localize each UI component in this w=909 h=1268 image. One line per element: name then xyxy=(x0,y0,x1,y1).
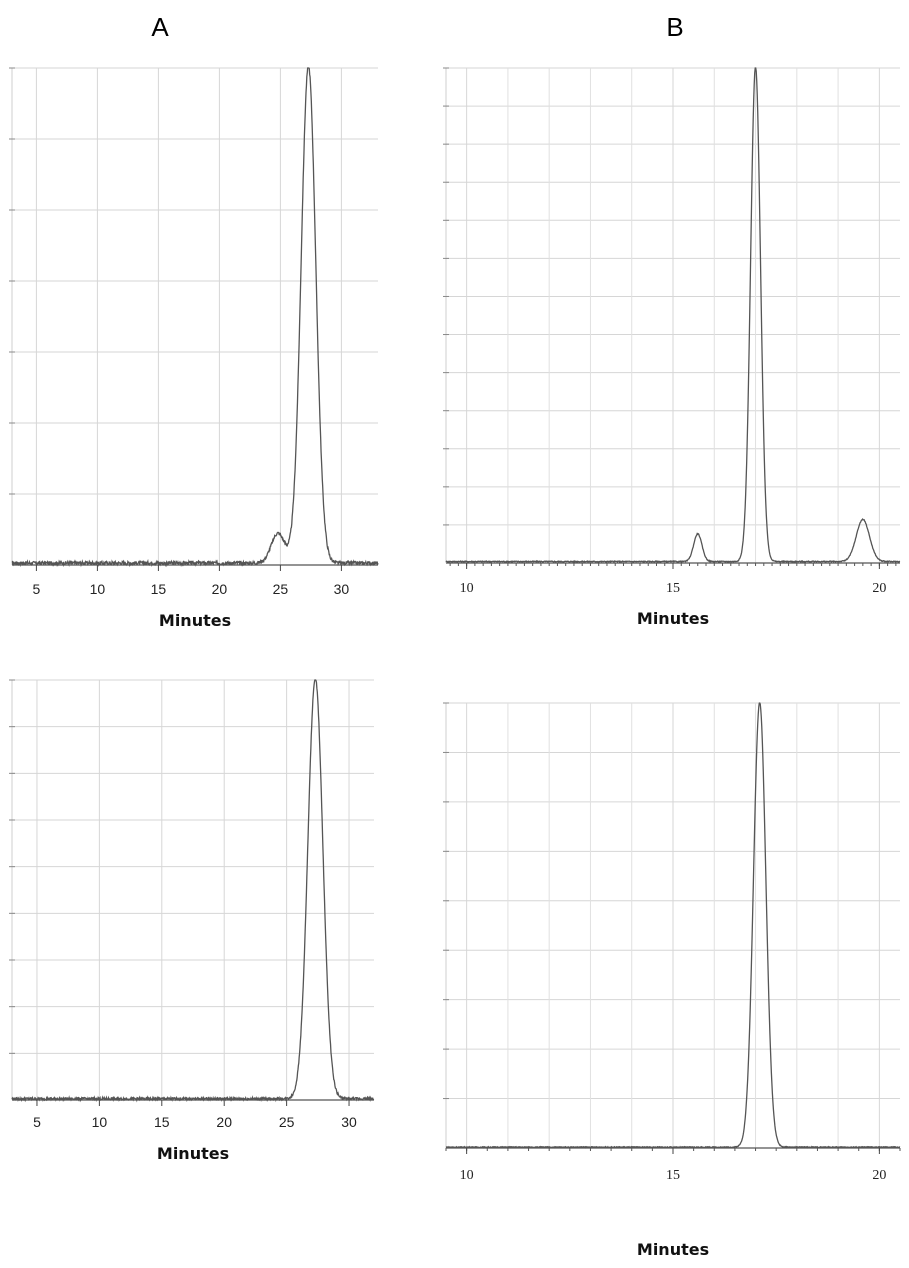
chromatogram-trace xyxy=(11,67,379,568)
x-axis-label: Minutes xyxy=(637,1240,709,1259)
chromatogram-a-top: 5 10 15 20 25 30 Minutes xyxy=(9,67,379,630)
chromatogram-a-bottom: 5 10 15 20 25 30 Minutes xyxy=(9,679,375,1163)
x-tick-label: 5 xyxy=(33,581,41,597)
chromatogram-trace xyxy=(445,702,901,1149)
chromatogram-trace xyxy=(11,679,375,1103)
x-tick-label: 15 xyxy=(151,581,167,597)
x-tick-label: 25 xyxy=(279,1114,295,1130)
x-tick-label: 25 xyxy=(273,581,289,597)
x-tick-label: 15 xyxy=(666,1168,680,1183)
x-tick-label: 10 xyxy=(460,1168,474,1183)
chromatogram-b-bottom: 10 15 20 Minutes xyxy=(443,702,901,1259)
x-tick-label: 20 xyxy=(216,1114,232,1130)
x-tick-label: 15 xyxy=(666,581,680,596)
panel-label-b: B xyxy=(666,12,684,42)
x-axis-label: Minutes xyxy=(157,1144,229,1163)
x-tick-label: 20 xyxy=(212,581,228,597)
x-tick-label: 10 xyxy=(90,581,106,597)
chromatogram-trace xyxy=(445,67,901,564)
x-tick-label: 20 xyxy=(872,581,886,596)
chromatogram-b-top: 10 15 20 Minutes xyxy=(443,67,901,628)
x-tick-label: 10 xyxy=(92,1114,108,1130)
x-tick-label: 20 xyxy=(872,1168,886,1183)
x-tick-label: 15 xyxy=(154,1114,170,1130)
x-tick-label: 10 xyxy=(460,581,474,596)
x-axis-label: Minutes xyxy=(637,609,709,628)
panel-label-a: A xyxy=(151,12,169,42)
x-axis-label: Minutes xyxy=(159,611,231,630)
x-tick-label: 30 xyxy=(334,581,350,597)
x-tick-label: 30 xyxy=(341,1114,357,1130)
x-tick-label: 5 xyxy=(33,1114,41,1130)
